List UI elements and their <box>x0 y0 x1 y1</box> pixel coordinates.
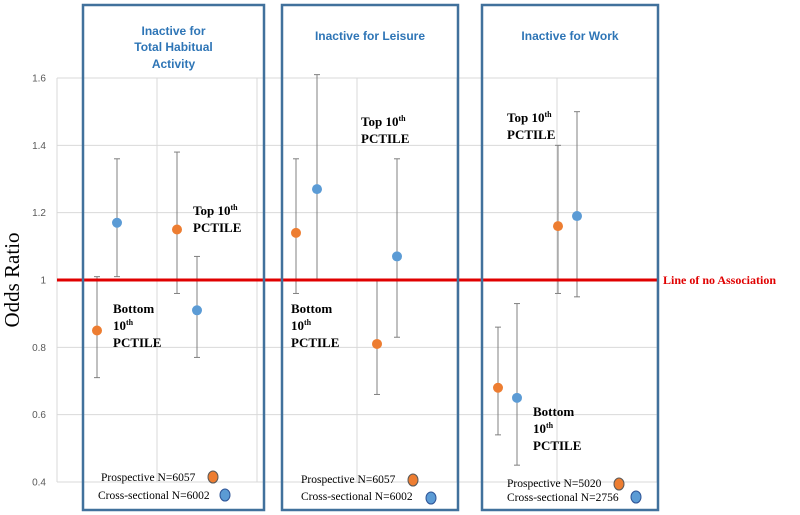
percentile-annotation: Top 10th <box>193 203 238 218</box>
percentile-annotation: Bottom <box>533 404 574 419</box>
panel-border <box>81 3 266 512</box>
reference-line-label: Line of no Association <box>663 273 776 287</box>
annotation-superscript: th <box>230 203 238 212</box>
legend-cross-sectional-marker <box>630 490 642 504</box>
legend-cross-sectional-marker <box>425 491 437 505</box>
legend-prospective-label: Prospective N=6057 <box>101 472 196 484</box>
data-point-prospective <box>172 224 182 235</box>
annotation-superscript: th <box>126 318 134 327</box>
data-point-cross-sectional <box>112 217 122 228</box>
annotation-superscript: th <box>544 110 552 119</box>
percentile-annotation: Top 10th <box>361 114 406 129</box>
legend-cross-sectional-label: Cross-sectional N=6002 <box>98 490 210 502</box>
legend-prospective-marker <box>613 477 625 491</box>
data-point-cross-sectional <box>512 392 522 403</box>
percentile-annotation: 10th <box>113 318 134 333</box>
data-point-cross-sectional <box>572 211 582 222</box>
panel-title: Inactive for Leisure <box>315 29 425 43</box>
panel-title: Total Habitual <box>134 40 212 54</box>
y-tick-label: 1.6 <box>32 74 46 85</box>
data-point-prospective <box>553 221 563 232</box>
percentile-annotation: PCTILE <box>291 335 339 350</box>
data-point-prospective <box>493 382 503 393</box>
data-point-cross-sectional <box>192 305 202 316</box>
panel-title: Inactive for Work <box>521 29 618 43</box>
annotation-superscript: th <box>546 421 554 430</box>
percentile-annotation: PCTILE <box>113 335 161 350</box>
percentile-annotation: 10th <box>533 421 554 436</box>
y-tick-label: 1 <box>40 276 46 287</box>
percentile-annotation: Bottom <box>113 301 154 316</box>
percentile-annotation: PCTILE <box>361 131 409 146</box>
legend-prospective-label: Prospective N=5020 <box>507 478 602 490</box>
y-tick-label: 1.2 <box>32 208 46 219</box>
y-tick-label: 0.4 <box>32 478 46 489</box>
annotation-superscript: th <box>398 114 406 123</box>
percentile-annotation: 10th <box>291 318 312 333</box>
percentile-annotation: PCTILE <box>533 438 581 453</box>
legend-prospective-label: Prospective N=6057 <box>301 474 396 486</box>
panel-border <box>480 3 660 512</box>
percentile-annotation: PCTILE <box>507 127 555 142</box>
panel-title: Activity <box>152 57 196 71</box>
y-tick-label: 0.6 <box>32 410 46 421</box>
legend-cross-sectional-label: Cross-sectional N=2756 <box>507 492 619 504</box>
panel-border <box>280 3 460 512</box>
data-point-cross-sectional <box>312 184 322 195</box>
legend-cross-sectional-label: Cross-sectional N=6002 <box>301 491 413 503</box>
percentile-annotation: Top 10th <box>507 110 552 125</box>
panel-title: Inactive for <box>141 24 205 38</box>
legend-prospective-marker <box>407 473 419 487</box>
legend-cross-sectional-marker <box>219 488 231 502</box>
percentile-annotation: PCTILE <box>193 220 241 235</box>
legend-prospective-marker <box>207 470 219 484</box>
annotation-superscript: th <box>304 318 312 327</box>
data-point-prospective <box>372 338 382 349</box>
y-tick-label: 0.8 <box>32 343 46 354</box>
data-point-prospective <box>92 325 102 336</box>
y-axis-label: Odds Ratio <box>0 232 24 327</box>
data-point-prospective <box>291 227 301 238</box>
y-tick-label: 1.4 <box>32 141 46 152</box>
percentile-annotation: Bottom <box>291 301 332 316</box>
data-point-cross-sectional <box>392 251 402 262</box>
